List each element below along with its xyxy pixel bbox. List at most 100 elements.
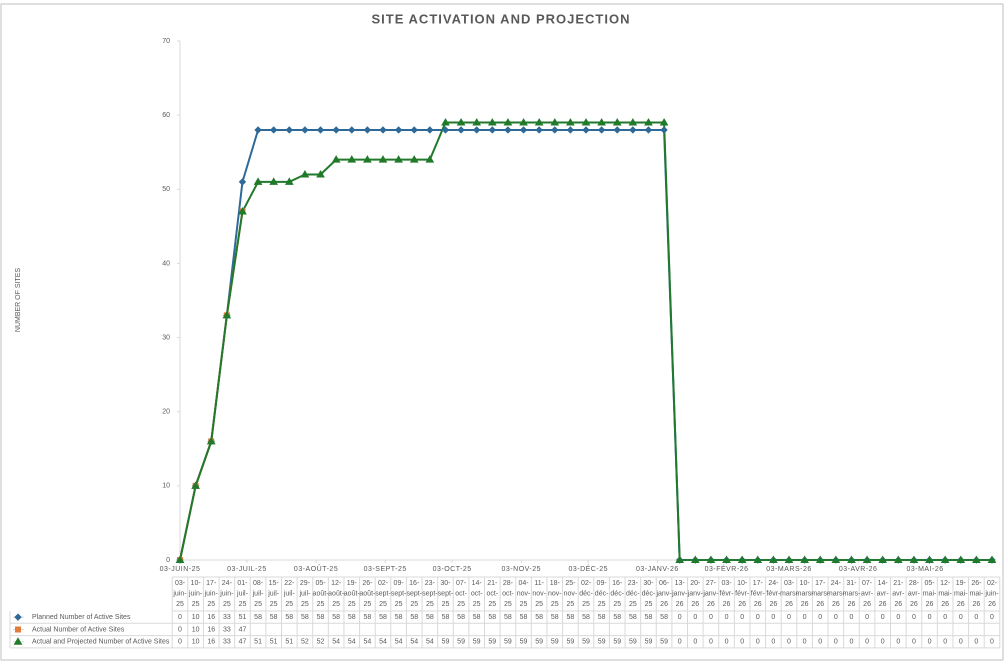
table-value: 0 (990, 639, 994, 646)
data-point (675, 555, 685, 563)
table-header: 16-sept-25 (406, 580, 422, 608)
data-point (987, 555, 997, 563)
table-header: 21-oct-25 (486, 580, 498, 608)
table-value: 59 (442, 639, 450, 646)
data-point (597, 118, 606, 126)
data-point (410, 126, 418, 134)
table-value: 0 (678, 614, 682, 621)
table-header: 02-sept-25 (375, 580, 391, 608)
data-point (472, 118, 482, 126)
data-point (301, 126, 309, 134)
table-value: 58 (566, 614, 574, 621)
table-value: 58 (660, 614, 668, 621)
table-header: 03-juin-25 (172, 580, 187, 608)
table-header: 17-févr-26 (751, 580, 766, 608)
y-tick-label: 40 (162, 260, 170, 267)
table-value: 0 (850, 614, 854, 621)
data-point (191, 481, 200, 489)
table-value: 0 (787, 614, 791, 621)
table-value: 0 (850, 639, 854, 646)
data-point (535, 126, 543, 134)
table-header: 23-déc-25 (626, 580, 640, 608)
table-header: 01-juil-25 (236, 580, 249, 608)
data-point (644, 126, 653, 134)
x-tick-label: 03-JANV-26 (636, 566, 679, 573)
table-header: 31-mars-26 (843, 580, 862, 608)
data-point (706, 555, 716, 563)
table-value: 59 (457, 639, 465, 646)
table-value: 0 (990, 614, 994, 621)
table-header: 19-mai-26 (954, 580, 968, 608)
table-value: 58 (301, 614, 309, 621)
data-point (753, 555, 763, 563)
data-point (441, 126, 450, 134)
data-point (316, 126, 325, 134)
table-value: 58 (645, 614, 653, 621)
table-value: 0 (756, 614, 760, 621)
table-header: 29-juil-25 (298, 580, 311, 608)
x-tick-label: 03-SEPT-25 (364, 566, 407, 573)
table-value: 0 (974, 614, 978, 621)
data-point (597, 126, 606, 134)
table-value: 58 (395, 614, 403, 621)
data-point (504, 126, 512, 134)
table-value: 0 (865, 639, 869, 646)
table-value: 0 (943, 614, 947, 621)
table-value: 54 (395, 639, 403, 646)
table-value: 58 (442, 614, 450, 621)
table-header: 03-févr-26 (720, 580, 735, 608)
table-header: 30-sept-25 (438, 580, 454, 608)
table-value: 0 (771, 639, 775, 646)
data-point (847, 555, 856, 563)
table-header: 18-nov-25 (548, 580, 562, 608)
table-value: 58 (270, 614, 278, 621)
table-value: 59 (613, 639, 621, 646)
data-point (300, 169, 310, 178)
data-table: 03-juin-2510-juin-2517-juin-2524-juin-25… (9, 576, 1001, 649)
y-tick-label: 20 (162, 409, 170, 416)
data-point (722, 555, 731, 563)
table-value: 0 (881, 639, 885, 646)
data-point (737, 555, 747, 563)
data-point (487, 118, 497, 126)
table-header: 28-avr-26 (908, 580, 921, 608)
table-value: 0 (803, 639, 807, 646)
table-header: 26-août-25 (359, 580, 376, 608)
table-value: 54 (379, 639, 387, 646)
table-value: 0 (756, 639, 760, 646)
table-value: 47 (239, 626, 247, 633)
table-value: 59 (566, 639, 574, 646)
y-tick-label: 0 (166, 557, 170, 564)
table-value: 58 (332, 614, 340, 621)
table-header: 25-nov-25 (564, 580, 578, 608)
data-point (348, 126, 356, 134)
table-value: 58 (363, 614, 371, 621)
table-value: 0 (928, 614, 932, 621)
data-point (285, 126, 294, 134)
table-header: 02-juin-26 (984, 580, 999, 608)
table-header: 20-janv-26 (687, 580, 704, 608)
table-header: 16-déc-25 (610, 580, 624, 608)
table-header: 03-mars-26 (780, 580, 799, 608)
data-point (409, 155, 419, 163)
data-point (800, 555, 809, 563)
table-header: 11-nov-25 (532, 580, 546, 608)
x-tick-label: 03-JUIL-25 (227, 566, 267, 573)
table-header: 07-oct-25 (455, 580, 467, 608)
table-value: 0 (818, 614, 822, 621)
table-value: 0 (678, 639, 682, 646)
data-point (831, 555, 841, 563)
data-point (316, 169, 325, 178)
table-header: 24-mars-26 (827, 580, 846, 608)
table-header: 10-mars-26 (796, 580, 815, 608)
table-value: 58 (535, 614, 543, 621)
table-value: 58 (317, 614, 325, 621)
data-point (379, 126, 387, 134)
y-tick-label: 30 (162, 334, 170, 341)
table-value: 58 (520, 614, 528, 621)
table-value: 58 (457, 614, 465, 621)
table-header: 26-mai-26 (970, 580, 984, 608)
table-value: 0 (725, 639, 729, 646)
table-header: 15-juil-25 (267, 580, 280, 608)
table-value: 0 (959, 614, 963, 621)
